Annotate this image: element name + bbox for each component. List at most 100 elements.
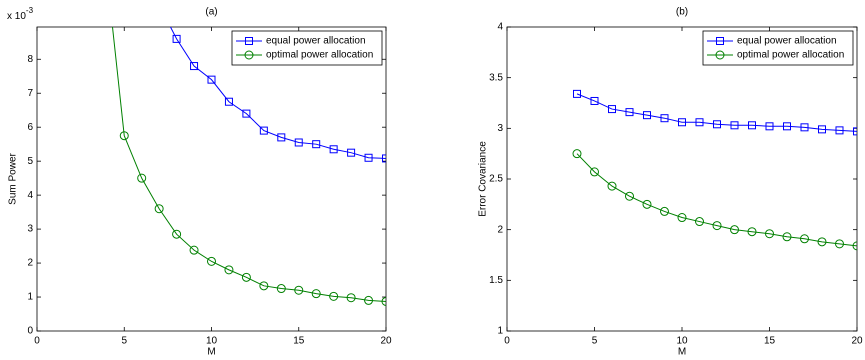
x-tick-label: 20 — [851, 336, 863, 347]
x-tick-label: 0 — [34, 336, 40, 347]
x-tick-label: 0 — [504, 336, 510, 347]
y-tick-label: 6 — [27, 122, 33, 133]
legend-label: equal power allocation — [266, 36, 366, 47]
marker — [382, 154, 386, 163]
y-tick-label: 1.5 — [489, 275, 503, 286]
marker — [277, 133, 286, 142]
marker — [783, 122, 791, 131]
y-tick-label: 8 — [27, 54, 33, 65]
marker — [800, 234, 809, 244]
y-tick-label: 0 — [27, 326, 33, 337]
y-axis-label: Sum Power — [8, 152, 19, 204]
x-tick-label: 15 — [293, 336, 305, 347]
series-line — [111, 27, 386, 302]
chart-title: (a) — [205, 7, 217, 18]
legend-label: optimal power allocation — [737, 50, 844, 61]
legend-box — [231, 30, 383, 66]
marker — [276, 284, 286, 294]
marker — [190, 62, 199, 71]
marker — [156, 1, 163, 8]
y-axis-label: Error Covariance — [478, 141, 489, 217]
marker — [712, 221, 722, 231]
marker — [572, 149, 582, 159]
series-line — [576, 153, 857, 247]
plot-area — [506, 26, 858, 332]
marker — [119, 131, 129, 141]
marker — [224, 265, 234, 275]
marker — [730, 225, 739, 235]
legend-label: equal power allocation — [737, 36, 837, 47]
marker — [329, 291, 339, 301]
y-tick-label: 2.5 — [489, 174, 503, 185]
y-tick-label: 4 — [497, 22, 503, 33]
x-tick-label: 5 — [592, 336, 598, 347]
marker — [364, 153, 373, 162]
marker — [294, 285, 304, 295]
marker — [695, 118, 704, 127]
x-axis-label: M — [207, 347, 215, 358]
marker — [660, 114, 669, 123]
marker — [137, 173, 147, 183]
marker — [346, 293, 356, 303]
marker — [311, 289, 321, 299]
marker — [625, 108, 634, 117]
marker — [259, 281, 269, 291]
marker — [800, 123, 809, 132]
marker — [590, 96, 599, 105]
series-line — [169, 27, 386, 159]
series-group — [111, 1, 386, 306]
y-tick-label: 3.5 — [489, 72, 503, 83]
marker — [818, 125, 826, 134]
chart-title: (b) — [676, 7, 688, 18]
marker — [748, 121, 756, 130]
y-tick-label: 5 — [27, 156, 33, 167]
y-offset-label: x 10-3 — [7, 6, 34, 22]
marker — [782, 232, 792, 242]
series-group — [572, 89, 857, 251]
legend-box — [702, 30, 854, 66]
marker — [259, 126, 268, 135]
plot-area — [36, 26, 387, 332]
marker — [573, 89, 581, 98]
marker — [364, 295, 374, 305]
y-tick-label: 3 — [497, 123, 503, 134]
marker — [242, 109, 251, 118]
marker — [608, 105, 616, 114]
marker — [835, 126, 844, 135]
marker — [224, 97, 233, 106]
legend-label: optimal power allocation — [266, 50, 373, 61]
marker — [730, 121, 739, 130]
y-tick-label: 7 — [27, 88, 33, 99]
y-tick-label: 1 — [497, 326, 503, 337]
marker — [643, 111, 651, 120]
marker — [154, 204, 164, 214]
marker — [817, 237, 827, 247]
x-tick-label: 10 — [676, 336, 688, 347]
series-line — [576, 93, 857, 132]
offset-exponent: -3 — [26, 6, 34, 15]
x-tick-label: 10 — [206, 336, 218, 347]
legend-marker — [716, 37, 724, 45]
x-axis-label: M — [678, 347, 686, 358]
marker — [294, 138, 303, 147]
marker — [747, 227, 757, 237]
marker — [835, 239, 844, 249]
marker — [853, 127, 857, 136]
y-tick-label: 4 — [27, 190, 33, 201]
marker — [207, 256, 216, 266]
x-tick-label: 5 — [121, 336, 127, 347]
marker — [765, 229, 774, 239]
marker — [172, 34, 181, 43]
marker — [625, 191, 634, 201]
marker — [660, 206, 669, 216]
x-tick-label: 20 — [380, 336, 392, 347]
legend-marker — [244, 50, 254, 60]
offset-base: x 10 — [7, 11, 26, 22]
y-tick-label: 2 — [27, 258, 33, 269]
marker — [852, 241, 857, 251]
marker — [347, 148, 356, 157]
marker — [677, 213, 687, 223]
marker — [607, 181, 617, 191]
marker — [172, 229, 182, 239]
